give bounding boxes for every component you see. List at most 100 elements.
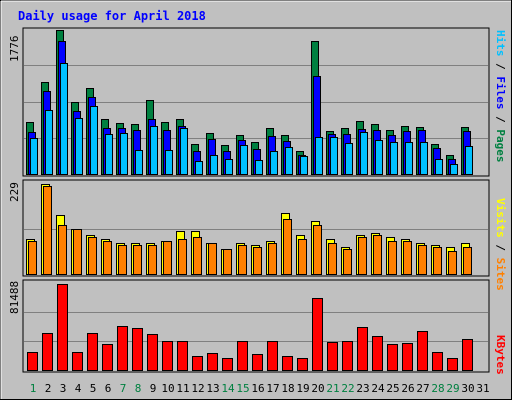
sites-bar (148, 245, 157, 275)
x-tick-label: 22 (341, 382, 354, 395)
pages-bar (450, 164, 458, 175)
sites-bar (448, 251, 457, 275)
sites-bar (433, 247, 442, 275)
x-tick-label: 17 (266, 382, 279, 395)
kbytes-bar (267, 341, 278, 371)
sites-bar (73, 229, 82, 275)
x-tick-label: 18 (281, 382, 294, 395)
bars-sites-visits (26, 184, 472, 275)
x-tick-label: 1 (30, 382, 37, 395)
x-tick-label: 2 (45, 382, 52, 395)
sites-bar (193, 237, 202, 275)
x-axis-day-labels: 1 2 3 4 5 6 7 8 9 10 11 12 13 14 15 16 17 18 19 20 21 22 23 24 2… (30, 382, 490, 395)
pages-bar (270, 151, 278, 175)
pages-bar (180, 128, 188, 175)
pages-bar (150, 126, 158, 175)
kbytes-bar (117, 326, 128, 371)
x-tick-label: 10 (161, 382, 174, 395)
legend-separator: / (494, 110, 507, 130)
kbytes-bar (327, 342, 338, 371)
x-tick-label: 28 (431, 382, 444, 395)
pages-bar (375, 140, 383, 175)
kbytes-bar (387, 344, 398, 371)
legend-kbytes: KBytes (494, 335, 507, 375)
sites-bar (223, 249, 232, 275)
x-tick-label: 20 (311, 382, 324, 395)
pages-bar (75, 118, 83, 175)
pages-bar (345, 143, 353, 175)
x-tick-label: 31 (476, 382, 489, 395)
pages-bar (255, 160, 263, 175)
x-tick-label: 21 (326, 382, 339, 395)
x-tick-label: 26 (401, 382, 414, 395)
pages-bar (225, 159, 233, 175)
x-tick-label: 7 (120, 382, 127, 395)
x-tick-label: 14 (221, 382, 235, 395)
kbytes-bar (417, 331, 428, 371)
sites-bar (103, 241, 112, 275)
sites-bar (328, 243, 337, 275)
kbytes-bar (102, 344, 113, 371)
bars-kbytes (27, 284, 473, 371)
legend-visits: Visits (494, 198, 507, 238)
kbytes-bar (207, 353, 218, 371)
pages-bar (330, 137, 338, 175)
pages-bar (30, 138, 38, 175)
x-tick-label: 25 (386, 382, 399, 395)
sites-bar (313, 225, 322, 275)
ylabel-middle: Visits / Sites (494, 198, 507, 291)
sites-bar (403, 241, 412, 275)
ymax-label-bottom: 81488 (8, 281, 21, 314)
pages-bar (285, 147, 293, 175)
kbytes-bar (147, 334, 158, 371)
kbytes-bar (447, 358, 458, 371)
sites-bar (28, 241, 37, 275)
x-tick-label: 12 (191, 382, 204, 395)
x-tick-label: 27 (416, 382, 429, 395)
kbytes-bar (162, 341, 173, 371)
legend-hits: Pages (494, 129, 507, 162)
x-tick-label: 6 (105, 382, 112, 395)
pages-bar (240, 145, 248, 175)
x-tick-label: 5 (90, 382, 97, 395)
pages-bar (210, 155, 218, 175)
pages-bar (435, 159, 443, 175)
sites-bar (268, 243, 277, 275)
kbytes-bar (357, 327, 368, 371)
bars-hits-files-pages (26, 30, 473, 175)
pages-bar (90, 106, 98, 175)
kbytes-bar (42, 333, 53, 371)
legend-pages: Hits (494, 30, 507, 57)
pages-bar (405, 142, 413, 175)
x-tick-label: 29 (446, 382, 459, 395)
legend-files: Files (494, 76, 507, 109)
pages-bar (120, 133, 128, 175)
sites-bar (43, 186, 52, 275)
ymax-label-middle: 229 (8, 182, 21, 202)
x-tick-label: 9 (150, 382, 157, 395)
pages-bar (390, 142, 398, 175)
kbytes-bar (237, 341, 248, 371)
pages-bar (105, 134, 113, 175)
kbytes-bar (252, 354, 263, 371)
kbytes-bar (432, 352, 443, 371)
kbytes-bar (177, 341, 188, 371)
sites-bar (253, 247, 262, 275)
sites-bar (163, 241, 172, 275)
sites-bar (358, 237, 367, 275)
kbytes-bar (372, 336, 383, 371)
pages-bar (420, 142, 428, 175)
legend-sites: Sites (494, 258, 507, 291)
sites-bar (238, 245, 247, 275)
ylabel-top: Hits / Files / Pages (494, 30, 507, 163)
grid-bottom (24, 312, 488, 342)
x-tick-label: 11 (176, 382, 189, 395)
legend-separator: / (494, 238, 507, 258)
sites-bar (178, 239, 187, 275)
x-tick-label: 24 (371, 382, 385, 395)
x-tick-label: 3 (60, 382, 67, 395)
pages-bar (195, 161, 203, 175)
sites-bar (418, 245, 427, 275)
